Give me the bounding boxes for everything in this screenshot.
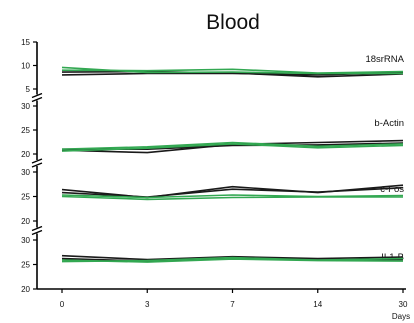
panels-layer: 5 10 15 18srRNA 20 25 30 b-Actin 20 25 30 c-Fos 20 25… (21, 38, 405, 294)
panel-b-actin: 20 25 30 b-Actin (21, 102, 404, 159)
chart-title: Blood (206, 11, 260, 34)
x-tick-label: 14 (313, 300, 322, 309)
y-tick-label: 20 (21, 285, 30, 294)
axis-break-gap (32, 94, 42, 101)
y-tick-label: 15 (21, 38, 30, 47)
y-tick-label: 30 (21, 236, 30, 245)
panel-c-fos: 20 25 30 c-Fos (21, 168, 404, 226)
axis-break-mark (31, 96, 43, 103)
axis-break-mark (31, 229, 43, 236)
panel-label: 18srRNA (365, 54, 404, 65)
series-line-green (61, 68, 404, 74)
panel-18srrna: 5 10 15 18srRNA (21, 38, 405, 94)
series-line-green (61, 143, 404, 152)
axis-break-mark (31, 158, 43, 164)
series-line-green (61, 195, 403, 201)
y-tick-label: 30 (21, 102, 30, 111)
axis-break-gap (32, 227, 42, 234)
x-axis-label: Days (392, 312, 410, 321)
series-line-black (61, 70, 404, 78)
y-tick-label: 20 (21, 150, 30, 159)
axis-break-gap (32, 160, 42, 166)
axis-break-mark (31, 225, 43, 232)
y-tick-label: 25 (21, 261, 30, 270)
y-tick-label: 20 (21, 217, 30, 226)
panel-label: b-Actin (374, 118, 404, 129)
panel-label: c-Fos (380, 184, 404, 195)
series-line-black (61, 254, 404, 261)
x-axis: 0 3 7 14 30 Days (37, 288, 410, 321)
series-line-green (61, 141, 404, 150)
x-tick-label: 3 (145, 300, 150, 309)
series-line-green (61, 194, 404, 199)
x-tick-label: 0 (60, 300, 65, 309)
y-tick-label: 10 (21, 62, 30, 71)
x-tick-label: 7 (230, 300, 235, 309)
series-line-green (61, 258, 404, 263)
y-tick-label: 5 (26, 85, 31, 94)
y-tick-label: 25 (21, 126, 30, 135)
x-tick-label: 30 (399, 300, 408, 309)
y-tick-label: 30 (21, 168, 30, 177)
y-tick-label: 25 (21, 193, 30, 202)
axis-break-mark (31, 162, 43, 168)
series-line-black (61, 186, 404, 198)
axis-break-mark (31, 92, 43, 99)
